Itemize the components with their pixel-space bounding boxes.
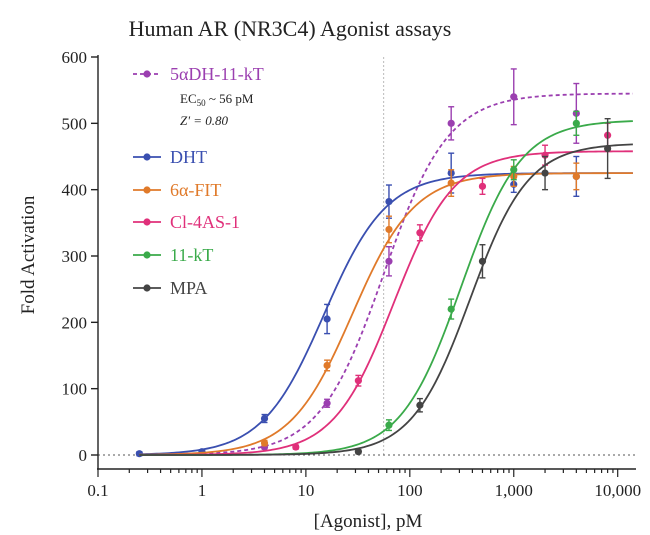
data-point — [510, 166, 518, 174]
legend-item: MPA — [133, 278, 207, 298]
y-tick-label: 500 — [62, 114, 88, 133]
data-point — [292, 443, 300, 451]
data-point — [478, 257, 487, 265]
data-point — [572, 119, 580, 127]
legend-item: 6α-FIT — [133, 180, 221, 200]
data-point — [260, 439, 269, 447]
legend-marker — [143, 186, 151, 194]
data-point — [354, 377, 362, 385]
data-point — [416, 401, 424, 409]
chart-title: Human AR (NR3C4) Agonist assays — [129, 16, 452, 41]
legend-label: DHT — [170, 147, 207, 167]
legend-label: MPA — [170, 278, 207, 298]
data-point — [416, 229, 424, 237]
x-tick-label: 10,000 — [594, 481, 641, 500]
y-tick-label: 300 — [62, 247, 88, 266]
x-tick-label: 100 — [397, 481, 423, 500]
data-point — [323, 315, 331, 323]
data-point — [478, 182, 487, 190]
data-point — [447, 305, 455, 313]
legend-label: 11-kT — [170, 245, 213, 265]
fit-curve — [139, 172, 633, 456]
y-tick-label: 600 — [62, 48, 88, 67]
x-axis-title: [Agonist], pM — [314, 511, 423, 532]
fit-curve — [139, 120, 633, 456]
x-tick-label: 10 — [297, 481, 314, 500]
data-point — [385, 257, 393, 265]
data-point — [385, 421, 393, 429]
data-point — [135, 450, 143, 458]
legend-marker — [143, 218, 151, 226]
data-point — [572, 172, 580, 180]
data-point — [385, 198, 393, 206]
legend-marker — [143, 251, 151, 259]
y-tick-label: 200 — [62, 313, 88, 332]
legend-item: 5αDH-11-kT — [133, 64, 264, 84]
fit-curve — [139, 92, 633, 456]
x-tick-label: 0.1 — [87, 481, 108, 500]
ec50-annotation: EC50 ~ 56 pM — [180, 91, 254, 108]
y-axis-title: Fold Activation — [18, 195, 39, 314]
legend-marker — [143, 284, 151, 292]
data-point — [385, 225, 393, 234]
legend-item: 11-kT — [133, 245, 213, 265]
data-point — [447, 119, 455, 127]
series-0 — [139, 68, 633, 456]
data-point — [510, 93, 518, 101]
data-point — [260, 414, 269, 423]
fit-curve — [139, 143, 633, 456]
y-tick-label: 0 — [79, 446, 88, 465]
data-point — [447, 179, 455, 187]
series-4 — [139, 110, 633, 456]
series-5 — [139, 117, 633, 456]
legend-label: 6α-FIT — [170, 180, 221, 200]
x-tick-label: 1 — [198, 481, 207, 500]
zprime-annotation: Z' = 0.80 — [180, 113, 229, 128]
legend-label: 5αDH-11-kT — [170, 64, 264, 84]
legend-marker — [143, 70, 151, 78]
y-tick-label: 400 — [62, 181, 88, 200]
plot-area: 0 100 200 300 400 500 600 0.1 1 10 100 1,000 10,000 5… — [62, 48, 642, 500]
data-point — [541, 169, 549, 177]
data-point — [323, 361, 331, 370]
y-tick-label: 100 — [62, 380, 88, 399]
data-point — [323, 399, 331, 407]
legend-marker — [143, 153, 151, 161]
data-point — [354, 448, 362, 456]
legend-label: Cl-4AS-1 — [170, 212, 240, 232]
legend-item: DHT — [133, 147, 207, 167]
data-point — [604, 144, 612, 153]
x-tick-label: 1,000 — [495, 481, 533, 500]
legend-item: Cl-4AS-1 — [133, 212, 240, 232]
